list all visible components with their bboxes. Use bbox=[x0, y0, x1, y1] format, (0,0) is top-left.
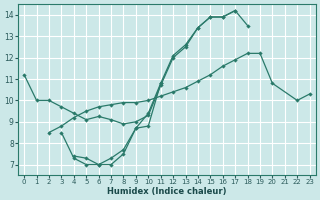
X-axis label: Humidex (Indice chaleur): Humidex (Indice chaleur) bbox=[107, 187, 227, 196]
